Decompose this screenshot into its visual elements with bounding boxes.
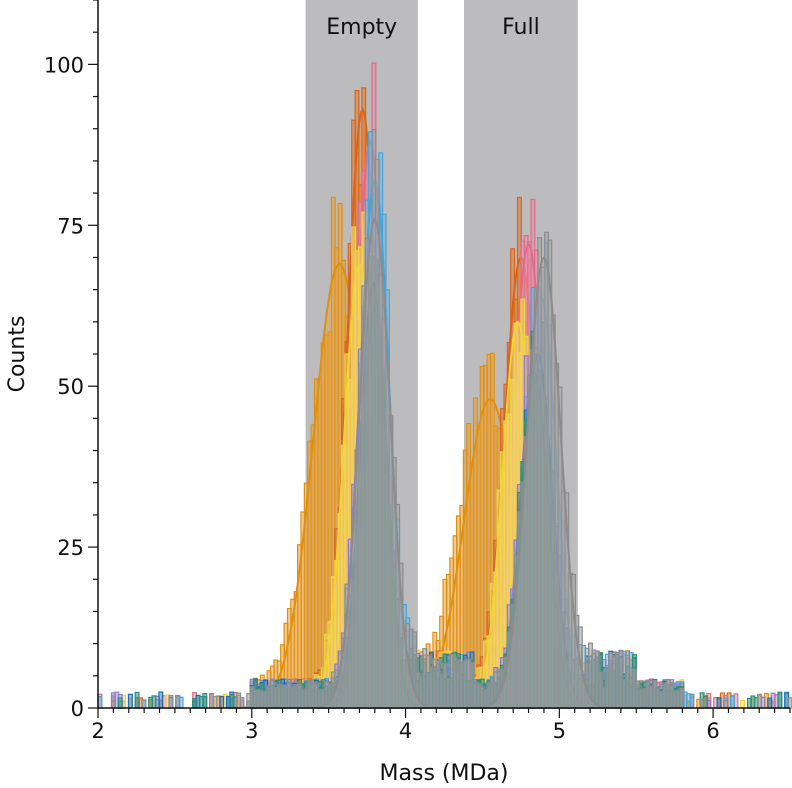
histogram-bar	[679, 687, 685, 709]
fit-area-0	[234, 263, 444, 708]
histogram-bar	[767, 697, 773, 709]
y-tick-label: 50	[57, 375, 84, 399]
x-tick-label: 5	[553, 719, 566, 743]
histogram-bar	[110, 700, 116, 709]
histogram-bar	[192, 698, 198, 709]
histogram-bar	[175, 694, 181, 709]
x-tick-label: 2	[91, 719, 104, 743]
fit-curve-1	[476, 255, 612, 709]
y-tick-label: 75	[57, 214, 84, 238]
histogram-bar	[202, 692, 208, 709]
series-2	[97, 62, 780, 709]
histogram-bar	[117, 697, 123, 709]
x-tick-label: 4	[399, 719, 412, 743]
histogram-bar	[777, 691, 783, 709]
histogram-bar	[151, 695, 157, 709]
fit-area-1	[476, 257, 612, 708]
x-tick-label: 3	[245, 719, 258, 743]
x-tick-label: 6	[706, 719, 719, 743]
fit-curve-0	[313, 216, 437, 709]
histogram-bar	[219, 696, 225, 709]
histogram-bar	[134, 691, 140, 709]
series-0	[148, 196, 776, 709]
series-8	[110, 129, 792, 709]
histogram-bar	[699, 698, 705, 709]
histogram-bar	[730, 695, 736, 709]
series-1	[110, 87, 732, 709]
histogram-bar	[787, 697, 792, 709]
fit-area-1	[385, 399, 595, 708]
y-axis-title: Counts	[5, 316, 30, 393]
y-tick-label: 25	[57, 536, 84, 560]
histogram-bar	[168, 695, 174, 709]
tick-marks	[88, 0, 791, 718]
histogram-bar	[757, 693, 763, 709]
region-label-1: Full	[502, 15, 540, 40]
x-axis-title: Mass (MDa)	[380, 761, 509, 786]
region-label-0: Empty	[326, 15, 397, 40]
histogram-bar	[127, 693, 133, 709]
tick-labels: 2 3 4 5 6 0 25 50 75 100	[44, 53, 720, 743]
histogram-bar	[236, 692, 242, 709]
histogram-bar	[212, 696, 218, 709]
y-tick-label: 0	[71, 697, 84, 721]
histogram-bar	[716, 697, 722, 709]
histogram-bar	[740, 699, 746, 709]
histogram-bar	[689, 694, 695, 709]
fit-area-0	[313, 218, 437, 709]
y-tick-label: 100	[44, 53, 84, 77]
histogram-bar	[141, 699, 147, 709]
histogram-bar	[723, 699, 729, 709]
histogram-series	[97, 62, 792, 709]
histogram-bar	[158, 691, 164, 709]
